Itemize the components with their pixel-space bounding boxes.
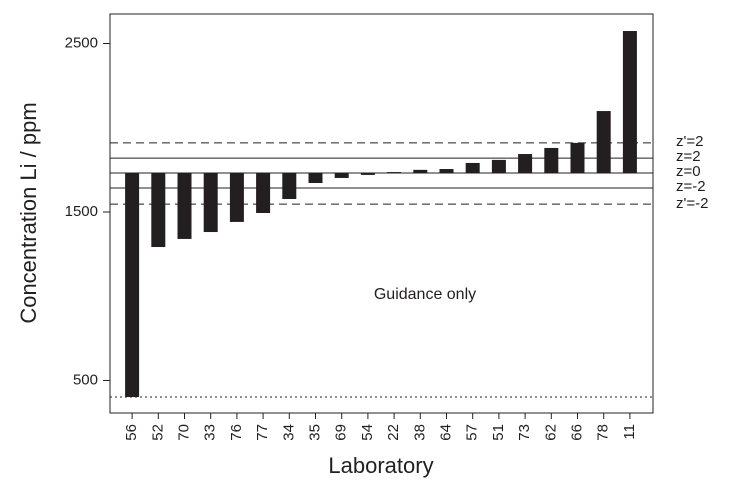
bar — [518, 154, 533, 174]
reference-label: z'=2 — [676, 133, 703, 150]
bar — [439, 169, 454, 174]
x-tick-label: 70 — [175, 424, 192, 441]
reference-label: z'=-2 — [676, 195, 708, 212]
x-tick-label: 69 — [333, 424, 350, 441]
x-tick-label: 51 — [490, 424, 507, 441]
x-tick-label: 11 — [621, 424, 638, 440]
bar — [360, 173, 375, 175]
bar — [596, 111, 611, 174]
bar — [334, 173, 349, 178]
x-tick-label: 66 — [568, 424, 585, 441]
x-tick-label: 73 — [516, 424, 533, 441]
bar — [491, 159, 506, 174]
x-tick-label: 64 — [437, 424, 454, 441]
reference-label: z=0 — [676, 163, 701, 180]
x-tick-label: 54 — [359, 424, 376, 441]
x-tick-label: 35 — [306, 424, 323, 441]
x-tick-label: 76 — [228, 424, 245, 441]
x-tick-label: 33 — [202, 424, 219, 441]
x-axis-label: Laboratory — [328, 453, 433, 478]
reference-label: z=-2 — [676, 178, 706, 195]
bar — [151, 173, 166, 248]
x-tick-label: 34 — [280, 424, 297, 441]
x-tick-label: 57 — [464, 424, 481, 441]
y-tick-label: 2500 — [65, 34, 98, 51]
bar — [308, 173, 323, 184]
x-tick-label: 62 — [542, 424, 559, 441]
y-axis-label: Concentration Li / ppm — [16, 102, 41, 323]
bar — [387, 172, 402, 174]
bar — [544, 147, 559, 174]
plot-frame — [109, 13, 654, 414]
x-tick-label: 22 — [385, 424, 402, 441]
annotation: Guidance only — [374, 286, 476, 303]
y-tick-label: 1500 — [65, 203, 98, 220]
bar — [282, 173, 297, 200]
bar — [203, 173, 218, 233]
x-tick-label: 56 — [123, 424, 140, 441]
y-tick-label: 500 — [73, 371, 98, 388]
x-tick-label: 78 — [595, 424, 612, 441]
bar — [229, 173, 244, 222]
x-tick-label: 52 — [149, 424, 166, 441]
reference-label: z=2 — [676, 148, 701, 165]
bar — [570, 142, 585, 174]
bar — [465, 162, 480, 174]
x-tick-label: 38 — [411, 424, 428, 441]
bar — [125, 173, 140, 397]
bar — [622, 31, 637, 174]
x-tick-label: 77 — [254, 424, 271, 441]
bar — [413, 169, 428, 174]
bar — [256, 173, 271, 213]
bar — [177, 173, 192, 239]
